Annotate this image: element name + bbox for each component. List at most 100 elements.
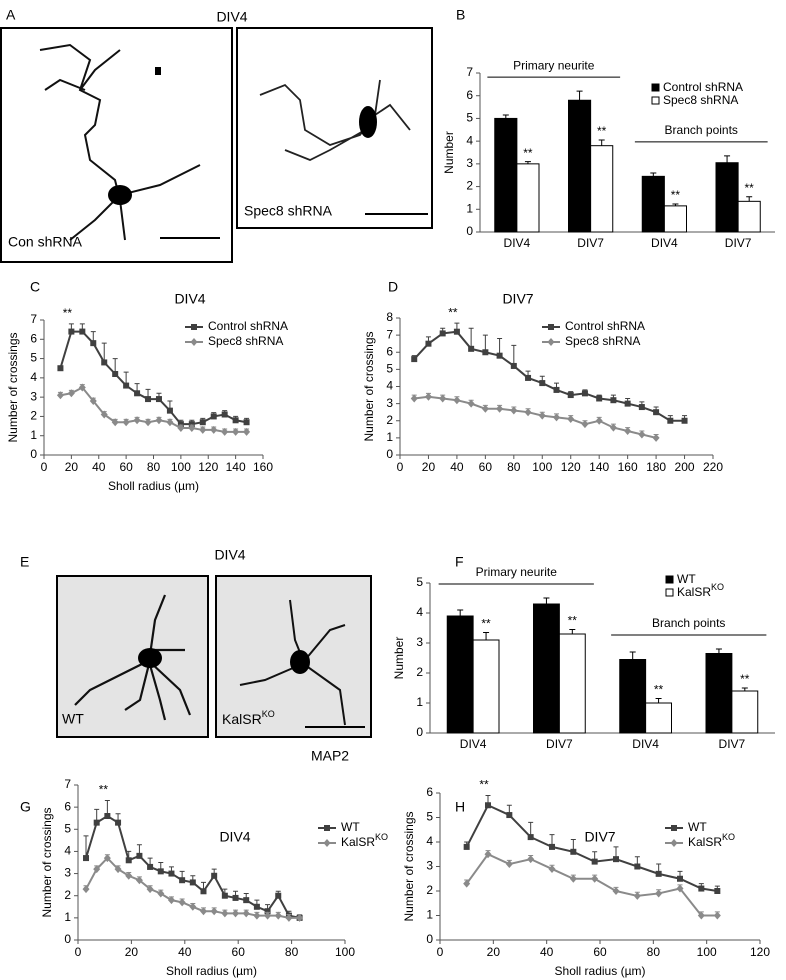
image-label-sup: KO: [262, 709, 275, 719]
marker: [136, 852, 143, 859]
x-tick-label: 60: [593, 945, 607, 959]
marker: [100, 410, 108, 419]
error-bar: [524, 161, 531, 164]
marker: [157, 889, 165, 898]
marker: [221, 427, 229, 436]
legend-swatch: [651, 83, 660, 92]
y-tick-label: 7: [30, 312, 37, 326]
error-bar: [724, 155, 731, 163]
marker: [122, 418, 130, 427]
y-tick-label: 7: [64, 777, 71, 791]
significance: **: [568, 614, 578, 628]
micrograph: [56, 575, 209, 738]
legend-name: Control shRNA: [663, 80, 743, 94]
marker: [200, 888, 207, 895]
marker: [548, 864, 556, 873]
legend-swatch: [665, 575, 674, 584]
y-tick-label: 0: [426, 932, 433, 946]
marker: [496, 404, 504, 413]
error-bar: [468, 327, 474, 349]
panel-letter: H: [455, 799, 465, 815]
legend-name: Spec8 shRNA: [565, 334, 640, 348]
marker: [485, 802, 491, 809]
x-tick-label: 100: [532, 460, 552, 474]
marker: [463, 843, 470, 850]
marker: [567, 392, 574, 399]
legend-label: Control shRNA: [663, 80, 743, 94]
marker: [596, 395, 603, 402]
x-tick-label: 100: [335, 945, 355, 959]
error-bar: [655, 698, 662, 703]
y-tick-label: 5: [416, 575, 423, 589]
marker: [166, 407, 173, 414]
significance: **: [740, 672, 750, 686]
x-tick-label: DIV4: [504, 236, 531, 250]
marker: [681, 417, 688, 424]
marker: [125, 857, 132, 864]
y-tick-label: 3: [466, 156, 473, 170]
image-caption: MAP2: [311, 748, 349, 764]
x-tick-label: 20: [125, 945, 139, 959]
x-tick-label: DIV4: [460, 737, 487, 751]
legend-name: WT: [688, 820, 707, 834]
bar: [590, 145, 614, 233]
marker: [211, 872, 218, 879]
y-tick-label: 1: [466, 201, 473, 215]
marker: [189, 879, 196, 886]
x-tick-label: DIV7: [725, 236, 752, 250]
marker: [210, 425, 218, 434]
y-tick-label: 6: [426, 785, 433, 799]
marker: [166, 418, 174, 427]
error-bar: [629, 651, 636, 660]
legend-marker: [324, 825, 330, 831]
x-tick-label: 0: [75, 945, 82, 959]
y-tick-label: 7: [466, 65, 473, 79]
bar: [619, 659, 647, 734]
marker: [188, 424, 196, 432]
marker: [624, 400, 631, 407]
marker: [624, 427, 632, 436]
panel-letter: F: [455, 554, 464, 570]
legend-label: Spec8 shRNA: [663, 93, 738, 107]
legend-name: Control shRNA: [565, 319, 645, 333]
y-tick-label: 6: [64, 799, 71, 813]
y-tick-label: 1: [386, 430, 393, 444]
marker: [243, 897, 250, 904]
legend-swatch: [665, 588, 674, 597]
x-tick-label: 0: [397, 460, 404, 474]
marker: [482, 349, 489, 356]
marker: [581, 390, 588, 397]
marker: [591, 874, 599, 883]
marker: [634, 863, 641, 870]
bar: [705, 653, 733, 734]
marker: [595, 416, 603, 425]
marker: [463, 879, 471, 888]
marker: [609, 423, 617, 432]
annotation: **: [63, 306, 73, 320]
marker: [167, 896, 175, 905]
x-tick-label: 40: [92, 460, 106, 474]
y-axis-label: Number: [392, 637, 406, 680]
x-tick-label: 60: [232, 945, 246, 959]
error-bar: [576, 90, 583, 101]
legend-label: WT: [341, 820, 360, 834]
x-tick-label: 180: [646, 460, 666, 474]
y-axis-label: Number: [442, 131, 456, 174]
marker: [177, 424, 185, 432]
x-tick-label: 60: [119, 460, 133, 474]
line: [414, 395, 657, 439]
y-tick-label: 2: [466, 179, 473, 193]
y-tick-label: 3: [386, 396, 393, 410]
marker: [232, 427, 240, 436]
marker: [221, 892, 228, 899]
marker: [253, 911, 261, 920]
error-bar: [457, 609, 464, 616]
y-axis-label: Number of crossings: [362, 331, 376, 441]
significance: **: [597, 124, 607, 138]
marker: [527, 855, 535, 864]
panel-letter: G: [20, 799, 31, 815]
marker: [667, 417, 674, 424]
marker: [677, 875, 683, 882]
marker: [553, 413, 560, 422]
micrograph: [0, 27, 233, 263]
